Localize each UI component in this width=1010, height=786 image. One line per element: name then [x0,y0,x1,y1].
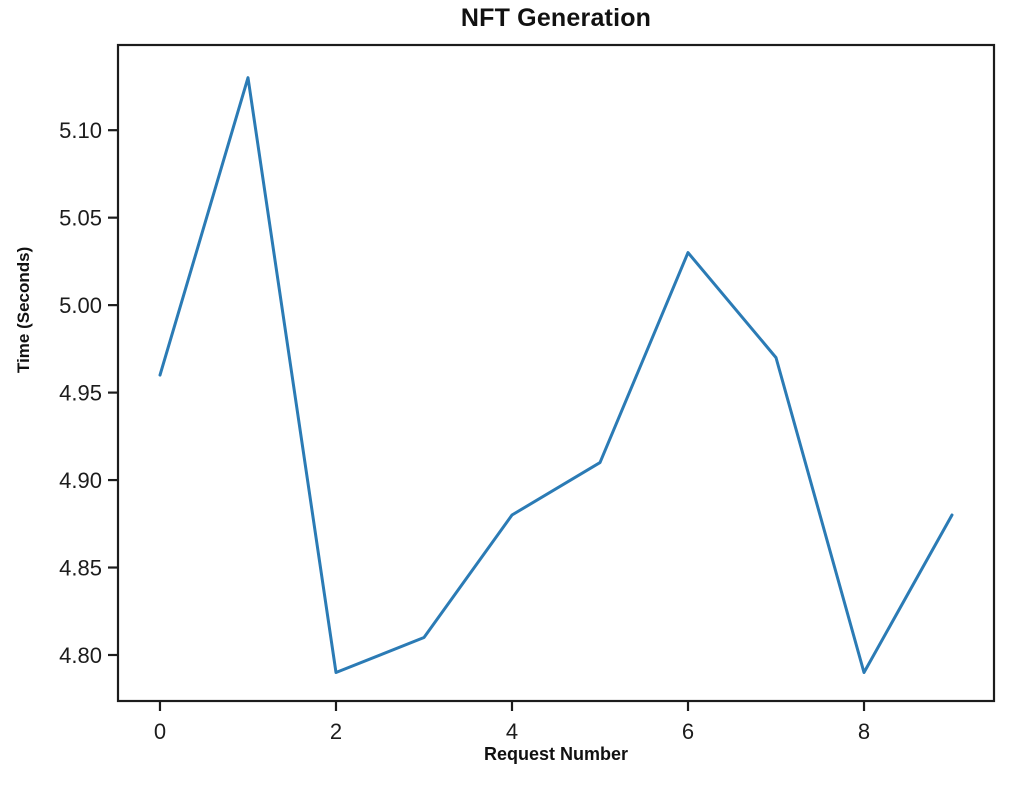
y-tick-label: 4.95 [59,381,102,406]
x-tick-label: 8 [858,719,870,744]
y-tick-label: 5.05 [59,206,102,231]
y-tick-label: 4.80 [59,643,102,668]
x-tick-label: 6 [682,719,694,744]
x-tick-label: 0 [154,719,166,744]
y-tick-label: 5.00 [59,293,102,318]
x-tick-label: 4 [506,719,518,744]
x-tick-label: 2 [330,719,342,744]
y-tick-label: 5.10 [59,118,102,143]
line-series [158,76,954,674]
axes-frame [116,43,996,703]
chart-title: NFT Generation [460,4,652,32]
y-tick-label: 4.85 [59,556,102,581]
x-axis-label: Request Number [483,744,629,764]
y-tick-label: 4.90 [59,468,102,493]
